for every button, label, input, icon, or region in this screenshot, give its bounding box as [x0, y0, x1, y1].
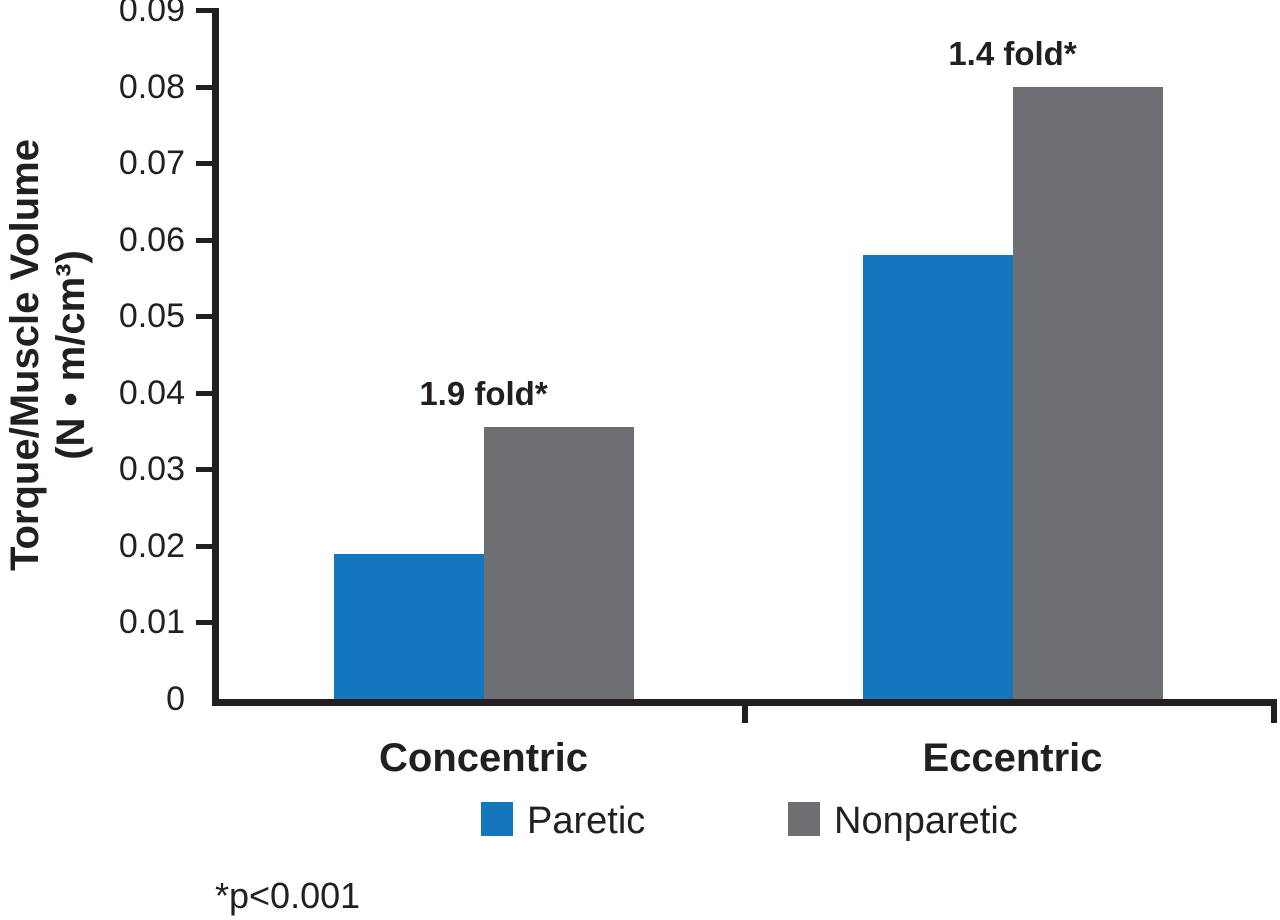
- fold-annotation-eccentric: 1.4 fold*: [948, 34, 1077, 72]
- y-tick-label: 0.02: [118, 526, 185, 565]
- y-tick-label: 0: [166, 680, 185, 718]
- legend-label-nonparetic: Nonparetic: [834, 800, 1018, 842]
- y-tick-label: 0.06: [118, 220, 185, 259]
- y-tick-mark: [196, 84, 212, 90]
- y-tick-mark: [196, 161, 212, 167]
- legend-label-paretic: Paretic: [527, 800, 646, 842]
- y-tick-mark: [196, 620, 212, 626]
- y-tick-mark: [196, 543, 212, 549]
- legend-swatch-nonparetic: [788, 802, 820, 836]
- y-tick-label: 0.01: [118, 603, 185, 642]
- y-tick-mark: [196, 8, 212, 13]
- y-tick-label: 0.09: [118, 0, 185, 29]
- category-label-eccentric: Eccentric: [922, 736, 1103, 780]
- y-tick-label: 0.04: [118, 373, 185, 412]
- y-axis-line: [212, 8, 219, 706]
- y-tick-mark: [196, 390, 212, 396]
- y-tick-label: 0.07: [118, 144, 185, 183]
- x-axis-tick: [1271, 699, 1277, 723]
- bar-nonparetic-concentric: [483, 427, 634, 699]
- y-tick-label: 0.05: [118, 297, 185, 336]
- significance-footnote: *p<0.001: [215, 875, 361, 916]
- category-label-concentric: Concentric: [379, 736, 588, 780]
- bar-nonparetic-eccentric: [1012, 86, 1163, 699]
- y-tick-label: 0.03: [118, 450, 185, 489]
- x-axis-tick: [742, 699, 748, 723]
- y-tick-label: 0.08: [118, 67, 185, 106]
- bar-paretic-eccentric: [862, 254, 1013, 699]
- bar-paretic-concentric: [333, 553, 484, 699]
- y-tick-mark: [196, 237, 212, 243]
- y-tick-mark: [196, 467, 212, 473]
- fold-annotation-concentric: 1.9 fold*: [419, 375, 548, 413]
- legend-swatch-paretic: [481, 802, 513, 836]
- y-tick-mark: [196, 314, 212, 320]
